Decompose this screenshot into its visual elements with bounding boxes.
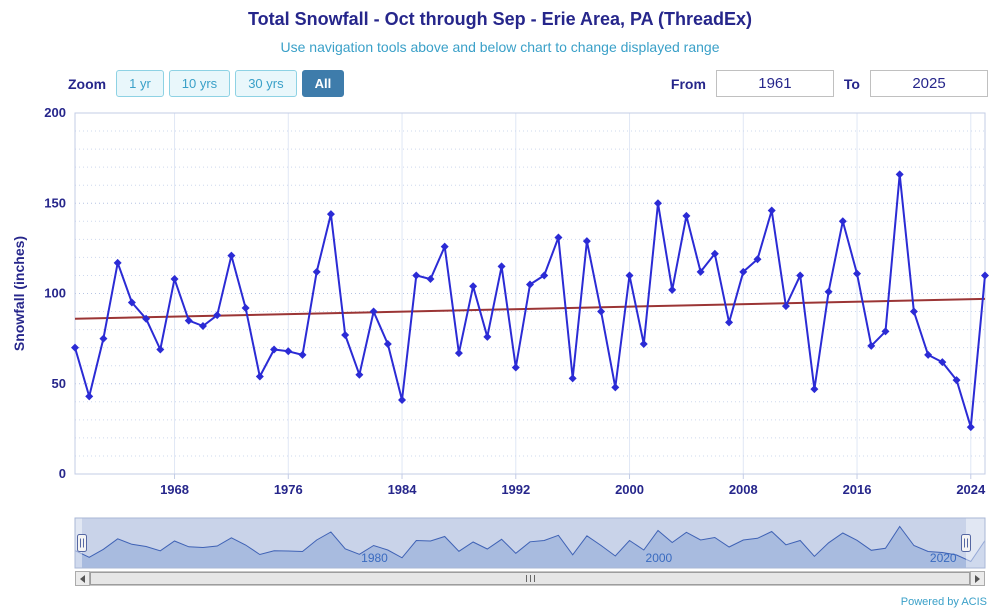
y-axis-labels: 0 50 100 150 200	[44, 105, 66, 481]
navigator-scrollbar	[75, 571, 985, 586]
svg-text:200: 200	[44, 105, 66, 120]
navigator-border	[74, 517, 986, 569]
svg-text:0: 0	[59, 466, 66, 481]
navigator-mask-right	[966, 518, 985, 568]
to-label: To	[843, 75, 860, 92]
svg-text:2008: 2008	[729, 482, 758, 497]
navigator[interactable]: 1980 2000 2020	[74, 517, 986, 569]
navigator-handle-right[interactable]	[961, 534, 971, 552]
plot-border	[74, 112, 986, 475]
scrollbar-track[interactable]	[90, 571, 970, 586]
plot-area[interactable]	[75, 113, 985, 474]
left-arrow-icon	[76, 574, 85, 583]
svg-text:2000: 2000	[646, 551, 673, 565]
scrollbar-thumb[interactable]	[90, 572, 970, 585]
navigator-handle-left[interactable]	[77, 534, 87, 552]
scrollbar-right-button[interactable]	[970, 571, 985, 586]
svg-text:2020: 2020	[930, 551, 957, 565]
svg-text:1980: 1980	[361, 551, 388, 565]
svg-text:1968: 1968	[160, 482, 189, 497]
svg-text:1976: 1976	[274, 482, 303, 497]
from-year-input[interactable]	[715, 70, 834, 97]
svg-text:2000: 2000	[615, 482, 644, 497]
to-year-input[interactable]	[870, 70, 988, 97]
svg-text:50: 50	[52, 376, 66, 391]
svg-text:100: 100	[44, 286, 66, 301]
y-axis-title: Snowfall (inches)	[11, 236, 27, 351]
trend-line	[74, 297, 986, 320]
svg-text:1992: 1992	[501, 482, 530, 497]
scrollbar-left-button[interactable]	[75, 571, 90, 586]
zoom-button-1-yr[interactable]: 1 yr	[116, 70, 164, 97]
chart-subtitle: Use navigation tools above and below cha…	[280, 39, 720, 55]
from-label: From	[670, 75, 706, 92]
svg-text:2024: 2024	[956, 482, 986, 497]
zoom-button-all[interactable]: All	[301, 70, 345, 97]
svg-text:150: 150	[44, 195, 66, 210]
scrollbar-grip-icon	[525, 575, 535, 582]
zoom-button-group: Zoom 1 yr 10 yrs 30 yrs All	[68, 70, 349, 97]
x-axis-labels: 1968 1976 1984 1992 2000 2008 2016 2024	[160, 482, 986, 497]
zoom-label: Zoom	[68, 75, 107, 92]
snowfall-series-markers	[71, 170, 989, 432]
zoom-button-30-yrs[interactable]: 30 yrs	[235, 70, 297, 97]
navigator-area	[74, 525, 986, 569]
svg-text:1984: 1984	[388, 482, 418, 497]
navigator-axis-labels: 1980 2000 2020	[361, 551, 957, 565]
zoom-button-10-yrs[interactable]: 10 yrs	[168, 70, 231, 97]
gridlines	[75, 113, 985, 479]
chart-title: Total Snowfall - Oct through Sep - Erie …	[247, 9, 753, 29]
right-arrow-icon	[975, 574, 984, 583]
date-range-group: From To	[661, 70, 988, 97]
svg-text:2016: 2016	[843, 482, 872, 497]
powered-by-credit[interactable]: Powered by ACIS	[900, 596, 987, 608]
zoom-buttons: 1 yr 10 yrs 30 yrs All	[116, 70, 349, 97]
